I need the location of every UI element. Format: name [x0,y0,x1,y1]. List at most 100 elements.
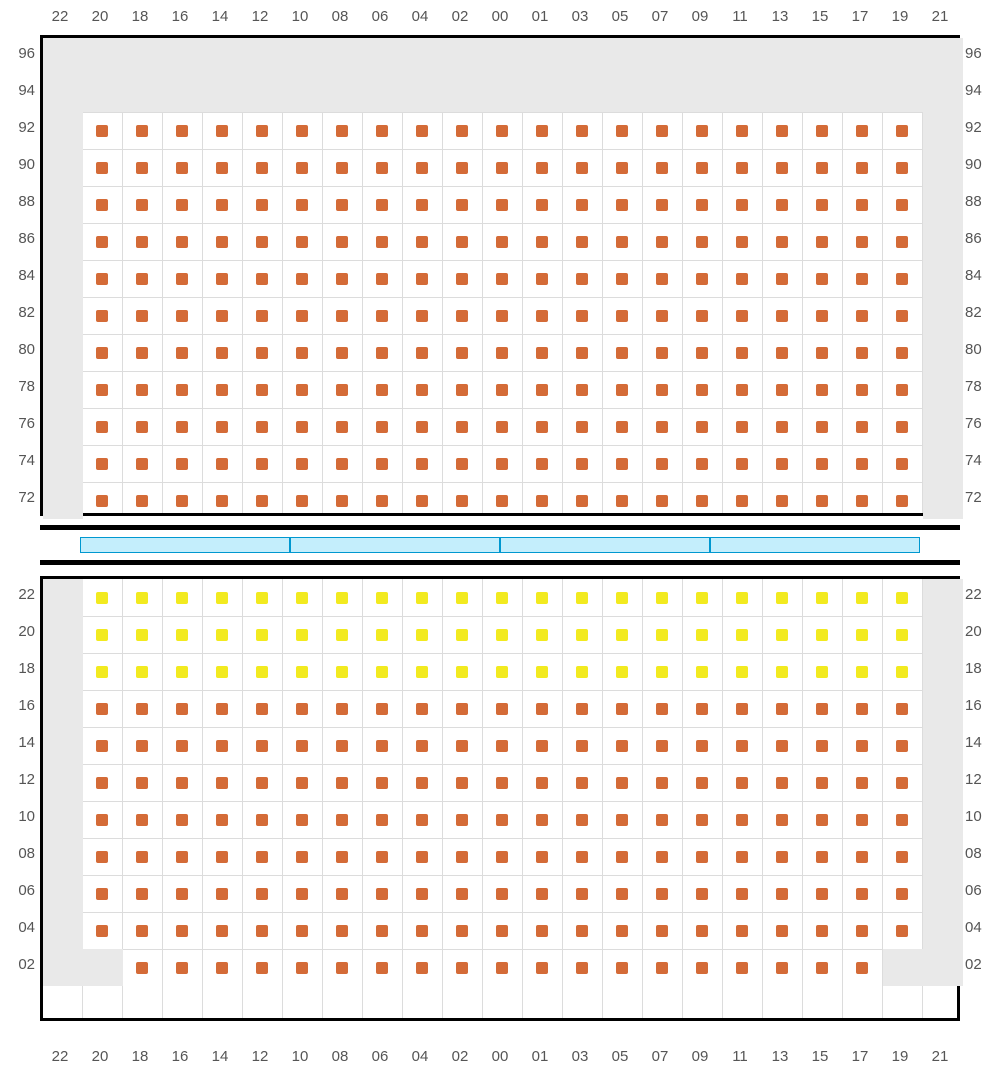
seat[interactable] [776,458,788,470]
seat[interactable] [656,703,668,715]
seat[interactable] [136,125,148,137]
seat[interactable] [176,703,188,715]
seat[interactable] [496,310,508,322]
seat[interactable] [696,310,708,322]
seat[interactable] [536,777,548,789]
seat[interactable] [656,740,668,752]
seat[interactable] [656,777,668,789]
seat[interactable] [576,162,588,174]
seat[interactable] [496,629,508,641]
seat[interactable] [456,777,468,789]
seat[interactable] [416,666,428,678]
seat[interactable] [576,273,588,285]
seat[interactable] [496,962,508,974]
seat[interactable] [736,273,748,285]
seat[interactable] [136,495,148,507]
seat[interactable] [696,925,708,937]
seat[interactable] [776,236,788,248]
seat[interactable] [496,592,508,604]
seat[interactable] [416,814,428,826]
seat[interactable] [896,236,908,248]
seat[interactable] [416,236,428,248]
seat[interactable] [336,125,348,137]
seat[interactable] [496,814,508,826]
seat[interactable] [376,310,388,322]
seat[interactable] [696,125,708,137]
seat[interactable] [496,236,508,248]
seat[interactable] [336,629,348,641]
seat[interactable] [496,703,508,715]
seat[interactable] [216,777,228,789]
seat[interactable] [136,962,148,974]
seat[interactable] [136,310,148,322]
seat[interactable] [416,703,428,715]
seat[interactable] [856,458,868,470]
seat[interactable] [816,851,828,863]
seat[interactable] [416,162,428,174]
seat[interactable] [176,273,188,285]
seat[interactable] [456,162,468,174]
seat[interactable] [696,458,708,470]
seat[interactable] [696,814,708,826]
seat[interactable] [456,629,468,641]
seat[interactable] [896,740,908,752]
seat[interactable] [816,777,828,789]
seat[interactable] [736,703,748,715]
seat[interactable] [136,851,148,863]
seat[interactable] [296,703,308,715]
seat[interactable] [736,888,748,900]
seat[interactable] [216,814,228,826]
seat[interactable] [376,629,388,641]
seat[interactable] [816,458,828,470]
seat[interactable] [536,666,548,678]
seat[interactable] [456,125,468,137]
seat[interactable] [96,814,108,826]
seat[interactable] [856,236,868,248]
seat[interactable] [616,629,628,641]
seat[interactable] [136,199,148,211]
seat[interactable] [896,925,908,937]
seat[interactable] [856,962,868,974]
seat[interactable] [256,740,268,752]
seat[interactable] [336,236,348,248]
seat[interactable] [616,814,628,826]
seat[interactable] [856,162,868,174]
seat[interactable] [776,421,788,433]
seat[interactable] [856,703,868,715]
seat[interactable] [96,777,108,789]
seat[interactable] [176,199,188,211]
seat[interactable] [856,851,868,863]
seat[interactable] [136,629,148,641]
seat[interactable] [96,888,108,900]
seat[interactable] [616,703,628,715]
seat[interactable] [536,347,548,359]
seat[interactable] [576,125,588,137]
seat[interactable] [896,814,908,826]
seat[interactable] [296,458,308,470]
seat[interactable] [256,592,268,604]
seat[interactable] [736,851,748,863]
seat[interactable] [136,421,148,433]
seat[interactable] [536,384,548,396]
seat[interactable] [96,273,108,285]
seat[interactable] [456,888,468,900]
seat[interactable] [216,666,228,678]
seat[interactable] [536,495,548,507]
seat[interactable] [456,703,468,715]
seat[interactable] [816,236,828,248]
seat[interactable] [656,888,668,900]
seat[interactable] [336,199,348,211]
seat[interactable] [616,162,628,174]
seat[interactable] [736,962,748,974]
seat[interactable] [376,814,388,826]
seat[interactable] [416,888,428,900]
seat[interactable] [776,162,788,174]
seat[interactable] [576,703,588,715]
seat[interactable] [216,384,228,396]
seat[interactable] [856,925,868,937]
seat[interactable] [416,125,428,137]
seat[interactable] [616,495,628,507]
seat[interactable] [896,703,908,715]
seat[interactable] [816,310,828,322]
seat[interactable] [336,162,348,174]
